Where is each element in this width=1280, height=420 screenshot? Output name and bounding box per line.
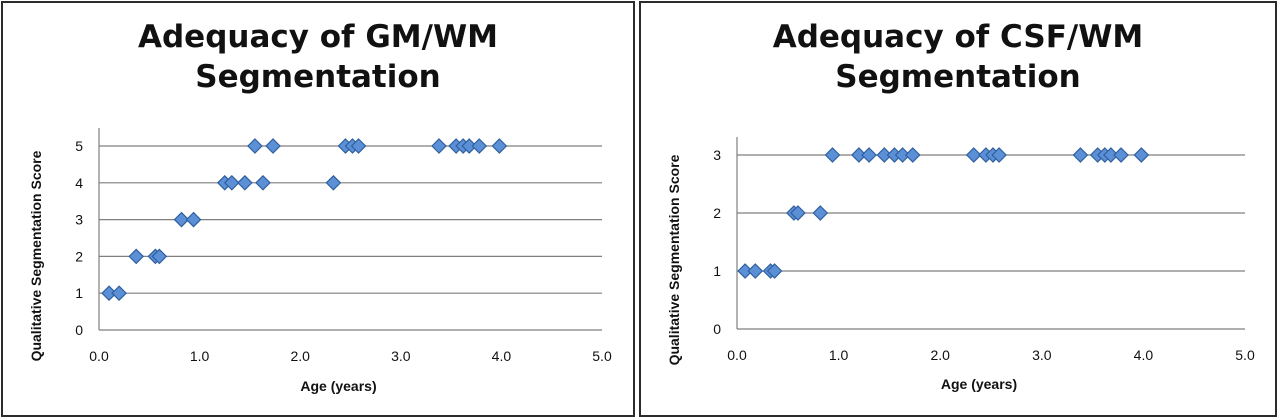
data-point — [812, 205, 829, 221]
y-tick-label: 1 — [75, 285, 83, 301]
x-tick-label: 1.0 — [829, 347, 849, 363]
data-point — [1072, 147, 1089, 163]
chart-title-line-1: Adequacy of GM/WM — [138, 19, 498, 55]
data-point — [471, 138, 488, 154]
data-point — [766, 263, 783, 279]
y-tick-label: 0 — [713, 321, 721, 337]
y-tick-label: 2 — [75, 248, 83, 264]
scatter-plot: 0 1 2 3 4 5 0.0 1.0 2.0 3.0 4.0 5.0 Age (years) Quali… — [28, 128, 612, 394]
y-tick-label: 0 — [75, 322, 83, 338]
data-point — [904, 147, 921, 163]
data-point — [991, 147, 1007, 163]
x-tick-label: 0.0 — [727, 347, 747, 363]
scatter-plot: 0 1 2 3 0.0 1.0 2.0 3.0 4.0 5.0 Age (years) Qualita… — [666, 137, 1255, 392]
x-tick-label: 0.0 — [89, 348, 109, 364]
data-point — [185, 211, 202, 228]
x-axis-title: Age (years) — [941, 376, 1017, 392]
data-point — [350, 138, 367, 154]
x-tick-label: 2.0 — [290, 348, 310, 364]
x-tick-label: 2.0 — [930, 347, 950, 363]
data-point — [491, 138, 508, 154]
chart-title-line-2: Segmentation — [835, 59, 1081, 95]
x-tick-label: 5.0 — [592, 348, 612, 364]
data-point — [128, 248, 145, 265]
chart-title: Adequacy of CSF/WM Segmentation — [641, 17, 1275, 97]
chart-panel-csf-wm: Adequacy of CSF/WM Segmentation 0 1 2 3 0.0 1… — [639, 1, 1277, 417]
data-point — [237, 174, 253, 191]
y-tick-label: 1 — [713, 263, 721, 279]
chart-title-line-1: Adequacy of CSF/WM — [772, 19, 1144, 55]
data-point — [223, 174, 240, 191]
x-tick-label: 3.0 — [1032, 347, 1052, 363]
data-point — [747, 263, 764, 279]
y-tick-label: 2 — [713, 205, 721, 221]
y-axis-title: Qualitative Segmentation Score — [28, 150, 44, 361]
y-tick-label: 3 — [75, 212, 83, 228]
data-point — [1113, 147, 1129, 163]
data-point — [861, 147, 877, 163]
data-point — [255, 174, 271, 191]
x-tick-label: 5.0 — [1235, 347, 1255, 363]
data-point — [824, 147, 841, 163]
data-point — [790, 205, 806, 221]
data-point — [965, 147, 982, 163]
data-point — [1133, 147, 1150, 163]
x-axis-title: Age (years) — [300, 378, 376, 394]
y-tick-label: 3 — [713, 147, 721, 163]
data-point — [173, 211, 190, 228]
chart-panel-gm-wm: Adequacy of GM/WM Segmentation 0 1 2 3 4 5 0.0… — [1, 1, 635, 417]
chart-title: Adequacy of GM/WM Segmentation — [3, 17, 633, 97]
data-point — [111, 285, 127, 302]
y-tick-label: 4 — [75, 175, 83, 191]
chart-title-line-2: Segmentation — [195, 59, 441, 95]
x-tick-label: 1.0 — [190, 348, 210, 364]
x-tick-label: 4.0 — [492, 348, 512, 364]
y-axis-title: Qualitative Segmentation Score — [666, 154, 682, 365]
data-point — [247, 138, 263, 154]
x-tick-label: 3.0 — [391, 348, 411, 364]
data-point — [151, 248, 168, 265]
x-tick-label: 4.0 — [1134, 347, 1154, 363]
data-point — [431, 138, 447, 154]
data-point — [265, 138, 281, 154]
data-point — [325, 174, 342, 191]
y-tick-label: 5 — [75, 138, 83, 154]
